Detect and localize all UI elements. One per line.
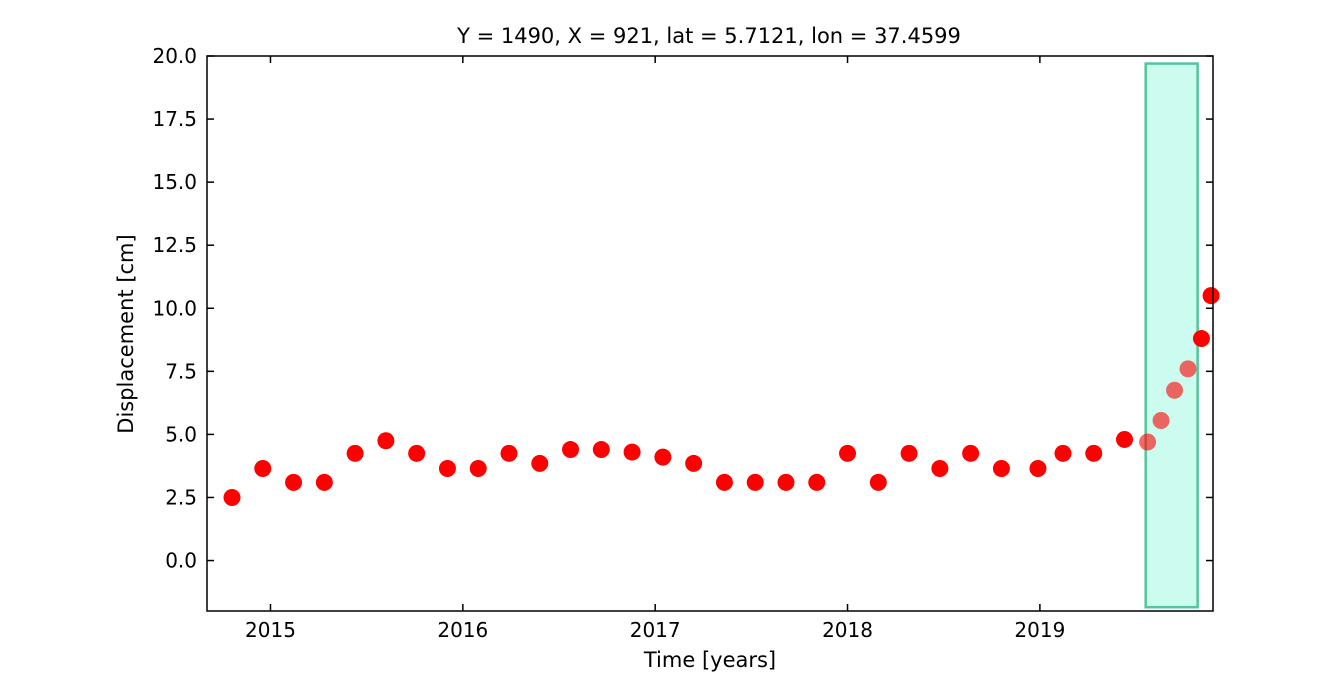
data-point bbox=[315, 473, 333, 491]
y-tick-label: 7.5 bbox=[165, 359, 197, 383]
y-tick-label: 10.0 bbox=[152, 296, 197, 320]
x-tick-label: 2017 bbox=[630, 618, 681, 642]
data-point bbox=[623, 443, 641, 461]
data-point bbox=[438, 459, 456, 477]
data-point bbox=[408, 444, 426, 462]
data-point bbox=[992, 459, 1010, 477]
plot-area bbox=[207, 56, 1213, 611]
data-point bbox=[531, 454, 549, 472]
y-tick-label: 15.0 bbox=[152, 170, 197, 194]
data-point bbox=[1202, 287, 1220, 305]
data-point bbox=[1152, 412, 1170, 430]
x-axis-label: Time [years] bbox=[643, 648, 776, 672]
y-axis: 0.0 2.5 5.0 7.5 10.0 12.5 15.0 17.5 20.0 bbox=[152, 44, 1213, 573]
y-tick-label: 5.0 bbox=[165, 422, 197, 446]
data-point bbox=[869, 473, 887, 491]
data-point bbox=[746, 473, 764, 491]
plot-frame bbox=[206, 55, 1214, 612]
data-point bbox=[1192, 330, 1210, 348]
x-axis: 2015 2016 2017 2018 2019 bbox=[245, 56, 1065, 642]
x-tick-label: 2015 bbox=[245, 618, 296, 642]
y-tick-label: 20.0 bbox=[152, 44, 197, 68]
highlight-band bbox=[1144, 62, 1199, 609]
data-point bbox=[592, 441, 610, 459]
data-point bbox=[346, 444, 364, 462]
y-tick-label: 17.5 bbox=[152, 107, 197, 131]
y-tick-label: 2.5 bbox=[165, 485, 197, 509]
data-point bbox=[1116, 430, 1134, 448]
data-point bbox=[931, 459, 949, 477]
data-point bbox=[715, 473, 733, 491]
chart-title: Y = 1490, X = 921, lat = 5.7121, lon = 3… bbox=[456, 24, 961, 48]
data-point bbox=[1029, 459, 1047, 477]
y-tick-label: 12.5 bbox=[152, 233, 197, 257]
y-axis-label: Displacement [cm] bbox=[114, 234, 138, 433]
data-point bbox=[777, 473, 795, 491]
data-point bbox=[1139, 433, 1157, 451]
data-point bbox=[685, 454, 703, 472]
data-point bbox=[469, 459, 487, 477]
data-point bbox=[500, 444, 518, 462]
x-tick-label: 2016 bbox=[437, 618, 488, 642]
data-point bbox=[962, 444, 980, 462]
x-tick-label: 2019 bbox=[1014, 618, 1065, 642]
data-point bbox=[808, 473, 826, 491]
data-point bbox=[900, 444, 918, 462]
data-point bbox=[1179, 360, 1197, 378]
data-point bbox=[377, 432, 395, 450]
y-tick-label: 0.0 bbox=[165, 549, 197, 573]
data-point bbox=[839, 444, 857, 462]
data-point bbox=[1166, 381, 1184, 399]
data-point bbox=[654, 448, 672, 466]
data-point bbox=[1054, 444, 1072, 462]
data-point bbox=[254, 459, 272, 477]
data-point bbox=[562, 441, 580, 459]
data-point bbox=[223, 488, 241, 506]
x-tick-label: 2018 bbox=[822, 618, 873, 642]
data-point bbox=[285, 473, 303, 491]
data-point bbox=[1085, 444, 1103, 462]
data-points bbox=[223, 287, 1220, 506]
